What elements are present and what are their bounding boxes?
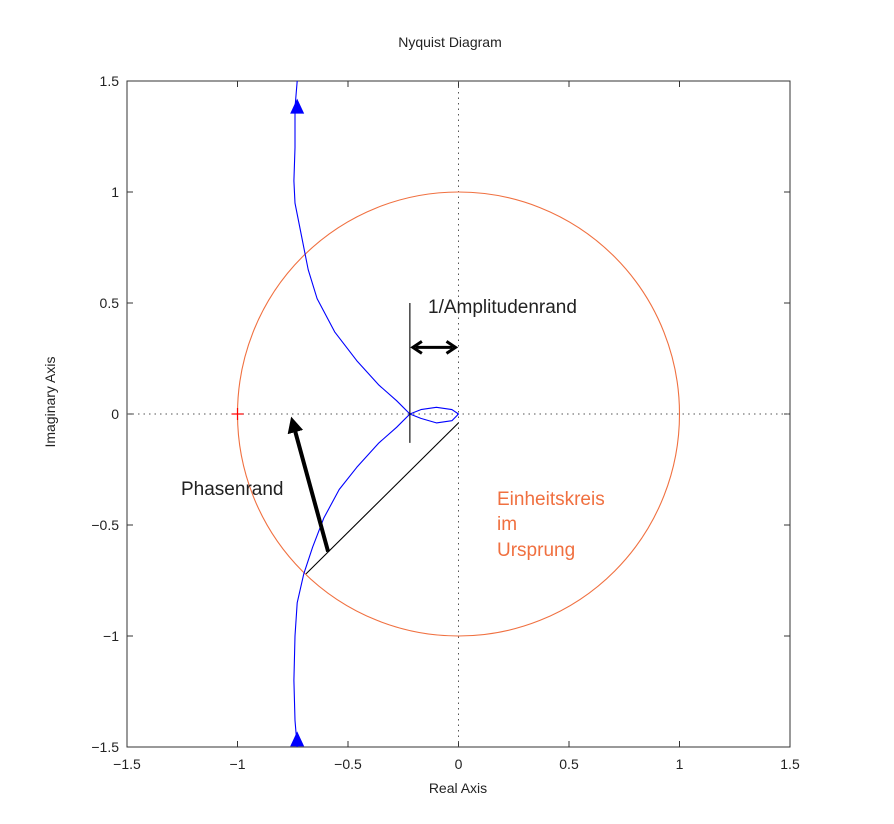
nyquist-curve bbox=[293, 81, 460, 747]
x-tick-label: −1.5 bbox=[113, 756, 141, 772]
gain-margin-arrowhead-right bbox=[445, 340, 459, 355]
direction-arrow-marker bbox=[290, 731, 305, 747]
unit-circle-label-line-2: im bbox=[497, 514, 517, 535]
gain-margin-arrowhead-left bbox=[410, 340, 423, 355]
y-tick-label: −0.5 bbox=[91, 517, 119, 533]
x-tick-label: 0.5 bbox=[559, 756, 579, 772]
y-tick-label: −1.5 bbox=[91, 739, 119, 755]
x-tick-label: −1 bbox=[230, 756, 246, 772]
chart-title: Nyquist Diagram bbox=[398, 34, 501, 50]
gain-margin-label: 1/Amplitudenrand bbox=[428, 297, 577, 318]
x-tick-label: −0.5 bbox=[334, 756, 362, 772]
unit-circle-label-line-1: Einheitskreis bbox=[497, 489, 605, 510]
tick-labels: −1.5 −1 −0.5 0 0.5 1 1.5 −1.5 −1 −0.5 0 0.5 1 1.5 bbox=[91, 73, 800, 772]
y-tick-label: 1 bbox=[111, 184, 119, 200]
x-axis-label: Real Axis bbox=[429, 780, 487, 796]
phase-margin-arrow bbox=[287, 416, 331, 553]
y-tick-label: 0 bbox=[111, 406, 119, 422]
y-axis-label: Imaginary Axis bbox=[42, 356, 58, 447]
nyquist-curve-layer bbox=[290, 81, 460, 747]
direction-arrow-marker bbox=[290, 98, 305, 114]
annotation-layer bbox=[287, 303, 459, 575]
x-tick-label: 1 bbox=[676, 756, 684, 772]
unit-circle-label-line-3: Ursprung bbox=[497, 540, 575, 561]
unit-circle-layer bbox=[231, 191, 681, 637]
y-tick-label: 0.5 bbox=[100, 295, 120, 311]
x-tick-label: 1.5 bbox=[780, 756, 800, 772]
phase-margin-label: Phasenrand bbox=[181, 479, 283, 500]
y-tick-label: 1.5 bbox=[100, 73, 120, 89]
y-tick-label: −1 bbox=[103, 628, 119, 644]
x-tick-label: 0 bbox=[455, 756, 463, 772]
phase-margin-line bbox=[305, 422, 459, 575]
